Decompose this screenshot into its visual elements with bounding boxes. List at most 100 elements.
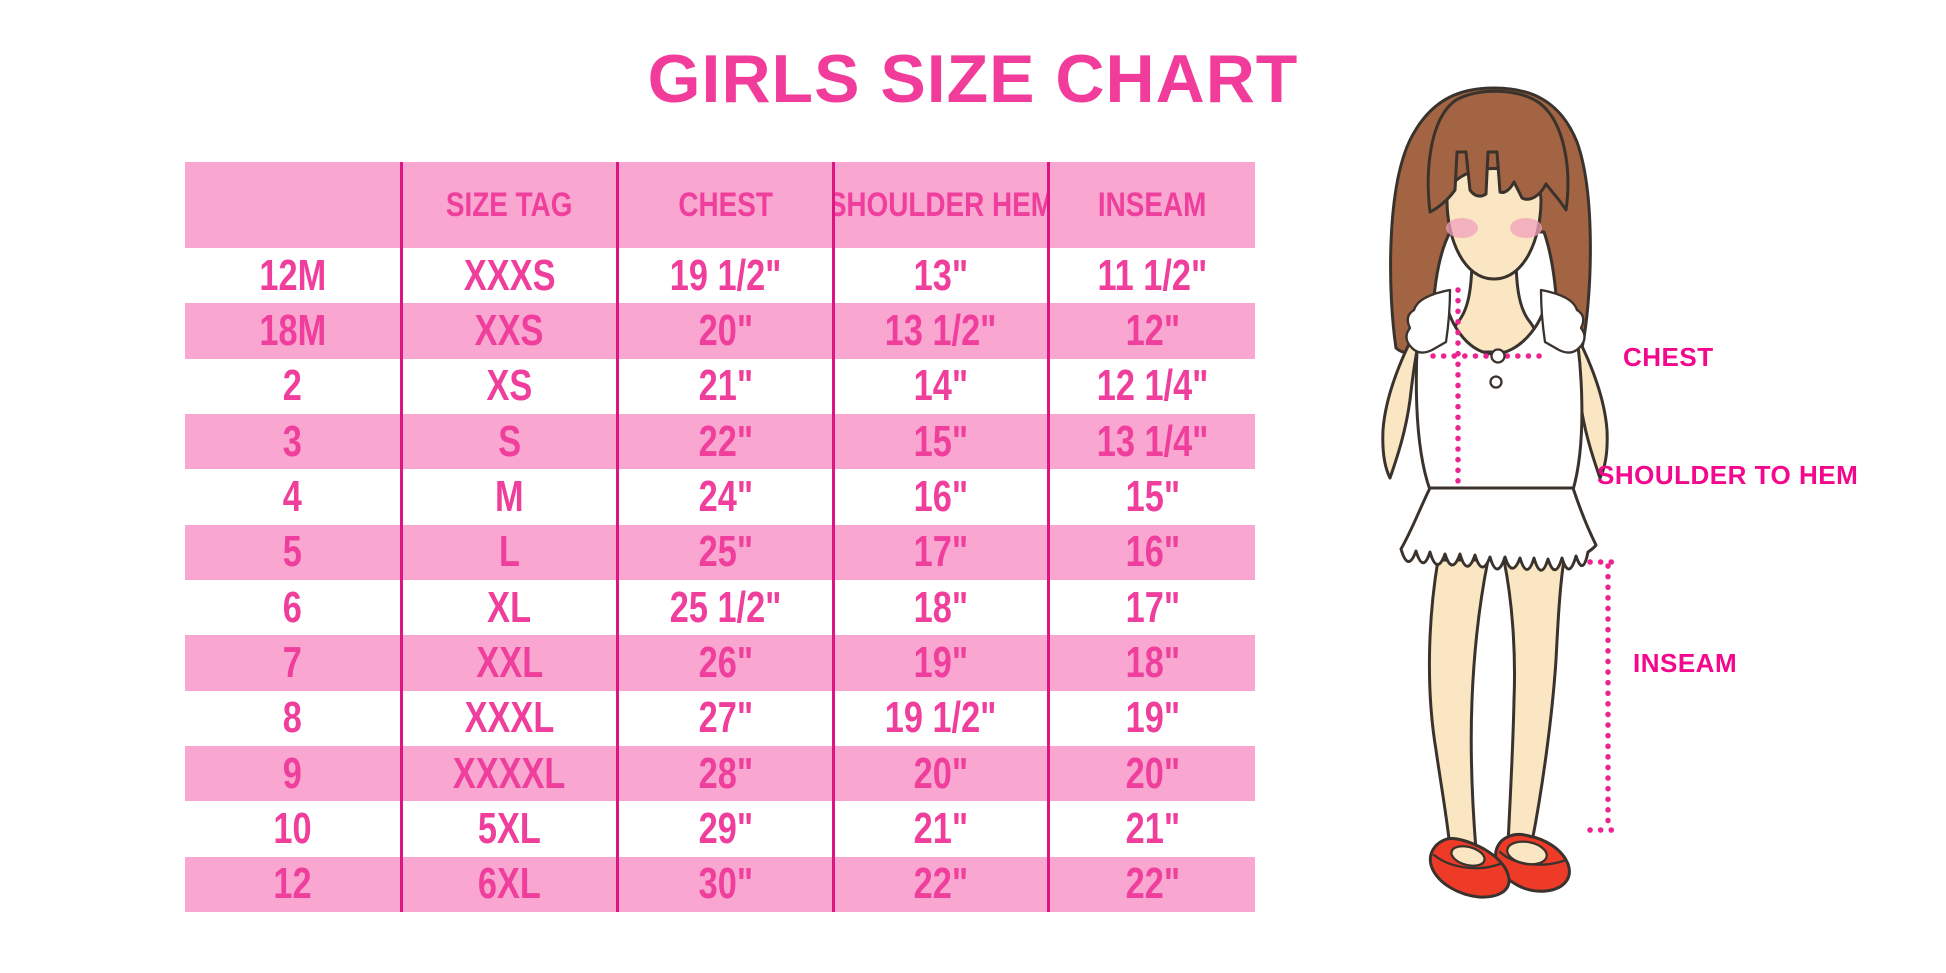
table-header-row: SIZE TAG CHEST SHOULDER HEM INSEAM (185, 162, 1255, 248)
table-cell: 10 (185, 801, 400, 856)
table-cell-text: 5 (282, 527, 303, 577)
header-cell-text: SHOULDER HEM (832, 185, 1047, 224)
table-cell-text: 4 (282, 471, 303, 521)
table-cell: 25 1/2" (616, 579, 832, 636)
header-cell: SHOULDER HEM (832, 162, 1047, 248)
table-cell: 3 (185, 414, 400, 469)
skirt (1399, 486, 1598, 572)
table-cell: 22" (832, 856, 1047, 912)
table-cell: 20" (832, 745, 1047, 802)
sleeve-ruffle-right (1539, 288, 1586, 354)
table-cell: 13 1/2" (832, 303, 1047, 359)
table-cell: XL (400, 579, 616, 636)
table-cell-text: 15" (913, 416, 969, 466)
table-cell-text: 21" (698, 361, 753, 411)
table-cell: 17" (1047, 579, 1255, 636)
girl-illustration (1381, 86, 1621, 899)
table-cell-text: 16" (1125, 527, 1180, 577)
table-cell-text: 5XL (478, 803, 541, 853)
table-cell: 21" (832, 801, 1047, 857)
table-cell-text: L (499, 527, 520, 577)
table-cell-text: 16" (913, 471, 969, 521)
table-cell: L (400, 524, 616, 580)
table-cell-text: 12 1/4" (1096, 361, 1209, 411)
table-cell: 29" (616, 801, 832, 857)
shoe-right-strap (1498, 850, 1568, 866)
table-cell: M (400, 469, 616, 525)
table-cell: 20" (1047, 745, 1255, 802)
table-cell: 5XL (400, 801, 616, 857)
table-cell-text: S (498, 416, 521, 466)
table-cell-text: 19" (913, 637, 969, 687)
table-cell-text: 13" (913, 250, 969, 300)
sleeve-ruffle-left (1405, 288, 1452, 354)
table-cell-text: 3 (282, 416, 303, 466)
table-cell-text: 22" (913, 859, 969, 909)
table-cell: 21" (1047, 801, 1255, 857)
shoe-left-opening (1450, 845, 1486, 867)
table-cell-text: 6 (282, 582, 303, 632)
table-cell-text: 2 (282, 361, 303, 411)
table-cell: 16" (832, 469, 1047, 525)
table-cell-text: 11 1/2" (1097, 250, 1208, 300)
table-cell-text: 29" (698, 803, 753, 853)
table-cell-text: 24" (698, 471, 753, 521)
table-cell: 17" (832, 524, 1047, 580)
table-cell: 22" (616, 413, 832, 470)
table-cell-text: XS (486, 361, 533, 411)
table-cell: 19" (832, 635, 1047, 691)
table-cell-text: XXXXL (453, 748, 566, 798)
bangs (1426, 89, 1570, 214)
table-cell-text: 28" (698, 748, 753, 798)
table-cell: 12M (185, 248, 400, 303)
table-cell-text: 22" (1125, 859, 1180, 909)
table-cell-text: 19" (1125, 693, 1180, 743)
table-cell: 4 (185, 469, 400, 524)
table-cell: 18M (185, 303, 400, 358)
table-cell-text: 20" (1125, 748, 1180, 798)
table-cell-text: XXXL (464, 693, 555, 743)
table-row: 5 L 25" 17" 16" (185, 524, 1255, 580)
table-row: 9 XXXXL 28" 20" 20" (185, 745, 1255, 802)
chest-label: CHEST (1623, 342, 1714, 372)
table-row: 12 6XL 30" 22" 22" (185, 856, 1255, 912)
table-cell: 13" (832, 248, 1047, 304)
table-cell-text: 18" (1125, 637, 1180, 687)
table-cell: S (400, 413, 616, 470)
inseam-label: INSEAM (1633, 648, 1738, 678)
table-cell: 24" (616, 469, 832, 525)
table-cell-text: 18" (913, 582, 969, 632)
table-cell-text: 8 (282, 693, 303, 743)
table-cell: 19 1/2" (616, 248, 832, 304)
table-cell-text: XL (487, 582, 532, 632)
leg-left (1427, 558, 1490, 852)
table-cell: 7 (185, 635, 400, 690)
table-cell: 25" (616, 524, 832, 580)
table-cell: 19" (1047, 690, 1255, 746)
page-title: GIRLS SIZE CHART (647, 41, 1299, 117)
table-cell-text: 19 1/2" (669, 250, 782, 300)
table-row: 18M XXS 20" 13 1/2" 12" (185, 303, 1255, 359)
shoulder-to-hem-label: SHOULDER TO HEM (1597, 460, 1859, 490)
table-cell: 22" (1047, 856, 1255, 912)
table-cell: XXXS (400, 248, 616, 304)
table-cell-text: 26" (698, 637, 753, 687)
table-cell-text: 17" (913, 527, 969, 577)
table-cell: 12 1/4" (1047, 358, 1255, 414)
table-cell-text: XXL (476, 637, 543, 687)
table-cell-text: M (495, 471, 524, 521)
table-cell: 15" (832, 413, 1047, 470)
table-cell-text: 19 1/2" (885, 693, 997, 743)
table-cell-text: 9 (282, 748, 303, 798)
table-cell-text: 18M (259, 305, 326, 355)
table-cell: 27" (616, 690, 832, 746)
table-row: 10 5XL 29" 21" 21" (185, 801, 1255, 857)
table-cell: 21" (616, 358, 832, 414)
button-top (1490, 348, 1506, 364)
table-row: 12M XXXS 19 1/2" 13" 11 1/2" (185, 248, 1255, 304)
header-cell-text: CHEST (678, 185, 773, 224)
table-cell: 6XL (400, 856, 616, 912)
table-cell: 26" (616, 635, 832, 691)
header-cell: INSEAM (1047, 162, 1255, 248)
